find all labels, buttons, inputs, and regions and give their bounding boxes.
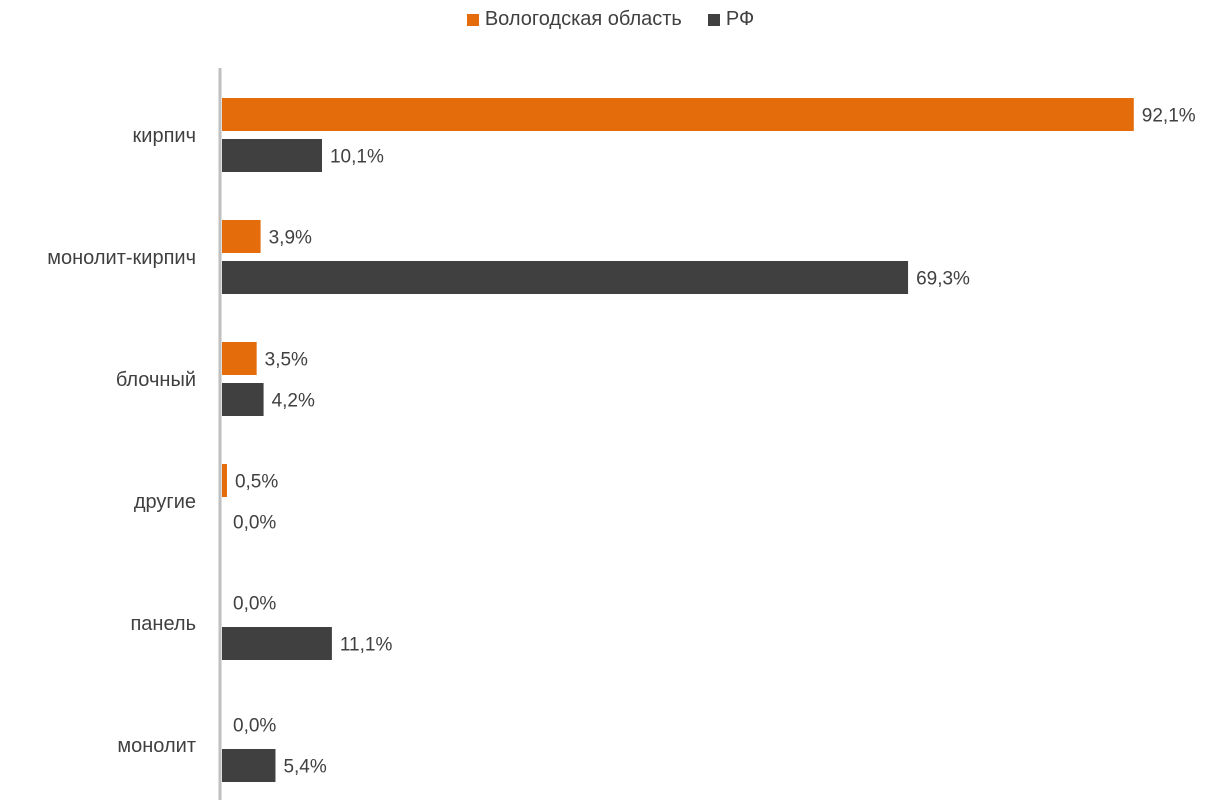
legend-label-rf: РФ (725, 8, 755, 30)
bar-vologda[interactable] (222, 342, 257, 375)
bar-rf[interactable] (222, 261, 909, 294)
data-label: 4,2% (272, 391, 315, 412)
bar-rf[interactable] (222, 383, 264, 416)
legend-swatch-vologda (466, 13, 479, 26)
category-label: кирпич (133, 125, 196, 147)
data-label: 0,5% (235, 472, 278, 493)
data-label: 69,3% (916, 269, 970, 290)
legend-item-vologda[interactable]: Вологодская область (466, 8, 682, 31)
data-label: 10,1% (330, 147, 384, 168)
data-label: 0,0% (233, 716, 276, 737)
bar-rf[interactable] (222, 139, 322, 172)
bar-rf[interactable] (222, 749, 276, 782)
category-label: другие (134, 491, 196, 513)
legend-label-vologda: Вологодская область (484, 8, 682, 30)
bar-vologda[interactable] (222, 98, 1134, 131)
data-label: 92,1% (1142, 106, 1196, 127)
category-label: монолит (117, 735, 196, 757)
data-label: 3,9% (269, 228, 312, 249)
bar-vologda[interactable] (222, 220, 261, 253)
data-label: 11,1% (340, 635, 393, 656)
category-label: блочный (116, 369, 196, 391)
bar-rf[interactable] (222, 627, 332, 660)
legend-item-rf[interactable]: РФ (707, 8, 755, 31)
data-label: 3,5% (265, 350, 308, 371)
category-label: монолит-кирпич (47, 247, 196, 269)
data-label: 0,0% (233, 513, 276, 534)
legend: Вологодская область РФ (0, 8, 1221, 31)
bar-vologda[interactable] (222, 464, 227, 497)
data-label: 0,0% (233, 594, 276, 615)
legend-swatch-rf (707, 13, 720, 26)
data-label: 5,4% (283, 757, 326, 778)
category-label: панель (130, 613, 196, 635)
